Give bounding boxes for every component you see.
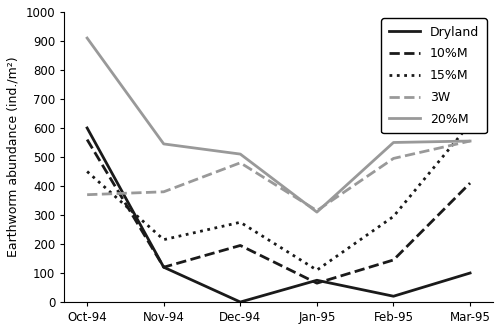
Legend: Dryland, 10%M, 15%M, 3W, 20%M: Dryland, 10%M, 15%M, 3W, 20%M (382, 18, 487, 133)
Y-axis label: Earthworm abundance (ind./m²): Earthworm abundance (ind./m²) (7, 57, 20, 257)
